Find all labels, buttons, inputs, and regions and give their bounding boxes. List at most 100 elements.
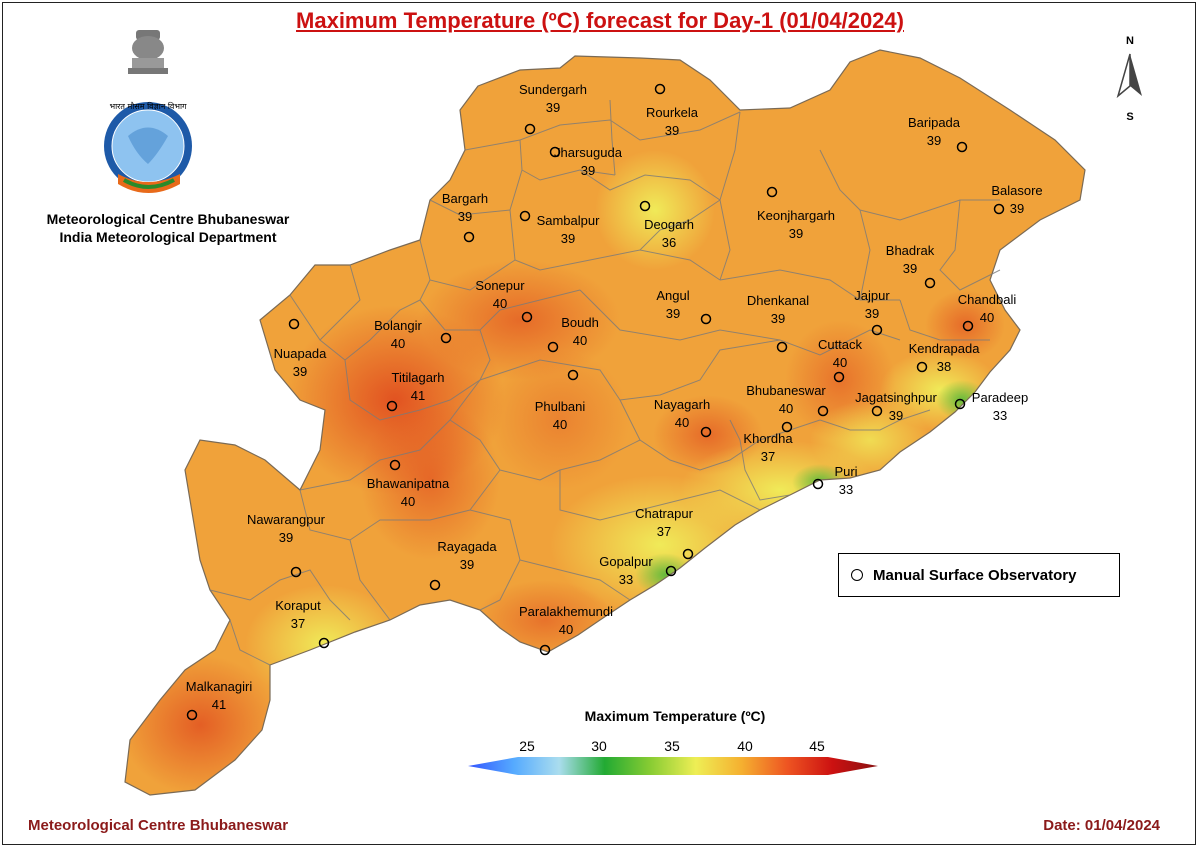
national-emblem-icon — [128, 30, 168, 74]
station-kendrapada: Kendrapada 38 — [909, 341, 981, 374]
station-name: Sonepur — [475, 278, 525, 293]
emblem-text: भारत मौसम विज्ञान विभाग — [109, 101, 187, 111]
station-name: Koraput — [275, 598, 321, 613]
scale-title: Maximum Temperature (ºC) — [584, 708, 766, 724]
station-marker-icon — [665, 565, 677, 577]
station-value: 40 — [559, 622, 573, 637]
station-name: Keonjhargarh — [757, 208, 835, 223]
station-name: Chatrapur — [635, 506, 693, 521]
station-value: 33 — [619, 572, 633, 587]
station-value: 37 — [657, 524, 671, 539]
station-marker-icon — [924, 277, 936, 289]
station-name: Bhadrak — [886, 243, 935, 258]
station-marker-icon — [639, 200, 651, 212]
station-name: Puri — [834, 464, 857, 479]
station-name: Sambalpur — [537, 213, 601, 228]
station-marker-icon — [429, 579, 441, 591]
station-value: 41 — [212, 697, 226, 712]
station-name: Angul — [656, 288, 689, 303]
station-bhadrak: Bhadrak 39 — [886, 243, 936, 289]
station-value: 39 — [293, 364, 307, 379]
station-name: Phulbani — [535, 399, 586, 414]
station-name: Kendrapada — [909, 341, 981, 356]
station-name: Sundergarh — [519, 82, 587, 97]
station-puri: Puri 33 — [812, 464, 858, 497]
station-name: Malkanagiri — [186, 679, 253, 694]
station-marker-icon — [654, 83, 666, 95]
station-name: Nayagarh — [654, 397, 710, 412]
station-rayagada: Rayagada 39 — [429, 539, 497, 591]
legend-label: Manual Surface Observatory — [873, 566, 1077, 584]
station-marker-icon — [817, 405, 829, 417]
station-bargarh: Bargarh 39 — [442, 191, 488, 243]
org-line-1: Meteorological Centre Bhubaneswar — [46, 211, 290, 227]
station-paradeep: Paradeep 33 — [954, 390, 1028, 423]
station-value: 40 — [401, 494, 415, 509]
station-paralakhemundi: Paralakhemundi 40 — [519, 604, 613, 656]
station-chatrapur: Chatrapur 37 — [635, 506, 694, 560]
station-name: Khordha — [743, 431, 793, 446]
station-value: 39 — [865, 306, 879, 321]
station-value: 39 — [546, 100, 560, 115]
footer-org: Meteorological Centre Bhubaneswar — [28, 817, 289, 834]
station-name: Dhenkanal — [747, 293, 809, 308]
station-value: 39 — [458, 209, 472, 224]
station-marker-icon — [993, 203, 1005, 215]
station-marker-icon — [871, 324, 883, 336]
station-phulbani: Phulbani 40 — [535, 369, 586, 432]
station-name: Balasore — [991, 183, 1042, 198]
station-bhawanipatna: Bhawanipatna 40 — [367, 459, 450, 509]
map-title: Maximum Temperature (ºC) forecast for Da… — [296, 8, 904, 33]
station-name: Nuapada — [274, 346, 328, 361]
station-value: 40 — [675, 415, 689, 430]
station-name: Jajpur — [854, 288, 890, 303]
org-block: Meteorological Centre Bhubaneswar India … — [18, 210, 318, 246]
station-marker-icon — [567, 369, 579, 381]
station-value: 38 — [937, 359, 951, 374]
station-name: Gopalpur — [599, 554, 653, 569]
station-name: Titilagarh — [392, 370, 445, 385]
station-jagatsinghpur: Jagatsinghpur 39 — [855, 390, 937, 423]
station-marker-icon — [956, 141, 968, 153]
station-koraput: Koraput 37 — [275, 598, 330, 649]
station-marker-icon — [386, 400, 398, 412]
station-nawarangpur: Nawarangpur 39 — [247, 512, 326, 578]
station-marker-icon — [776, 341, 788, 353]
station-sonepur: Sonepur 40 — [475, 278, 533, 323]
station-bhubaneswar: Bhubaneswar 40 — [746, 383, 829, 417]
station-rourkela: Rourkela 39 — [646, 83, 699, 138]
station-marker-icon — [186, 709, 198, 721]
scale-tick-label: 40 — [737, 738, 753, 754]
station-marker-icon — [833, 371, 845, 383]
station-boudh: Boudh 40 — [547, 315, 599, 353]
district-boundaries — [209, 99, 1001, 666]
station-malkanagiri: Malkanagiri 41 — [186, 679, 253, 721]
station-value: 36 — [662, 235, 676, 250]
station-marker-icon — [519, 210, 531, 222]
station-value: 33 — [839, 482, 853, 497]
station-value: 41 — [411, 388, 425, 403]
station-marker-icon — [521, 311, 533, 323]
station-balasore: Balasore 39 — [991, 183, 1042, 216]
station-marker-icon — [290, 566, 302, 578]
station-marker-icon — [766, 186, 778, 198]
imd-logo: भारत मौसम विज्ञान विभाग — [104, 30, 192, 193]
station-value: 40 — [573, 333, 587, 348]
scale-tick-label: 45 — [809, 738, 825, 754]
station-cuttack: Cuttack 40 — [818, 337, 863, 383]
station-jharsuguda: Jharsuguda 39 — [549, 145, 623, 178]
station-baripada: Baripada 39 — [908, 115, 968, 153]
station-nayagarh: Nayagarh 40 — [654, 397, 712, 438]
station-name: Boudh — [561, 315, 599, 330]
footer-date: Date: 01/04/2024 — [1043, 817, 1160, 834]
station-value: 39 — [279, 530, 293, 545]
station-dhenkanal: Dhenkanal 39 — [747, 293, 809, 353]
legend-box: Manual Surface Observatory — [838, 553, 1120, 597]
station-nuapada: Nuapada 39 — [274, 318, 328, 379]
observatory-marker-icon — [851, 569, 863, 581]
org-line-2: India Meteorological Department — [59, 229, 277, 245]
station-marker-icon — [916, 361, 928, 373]
